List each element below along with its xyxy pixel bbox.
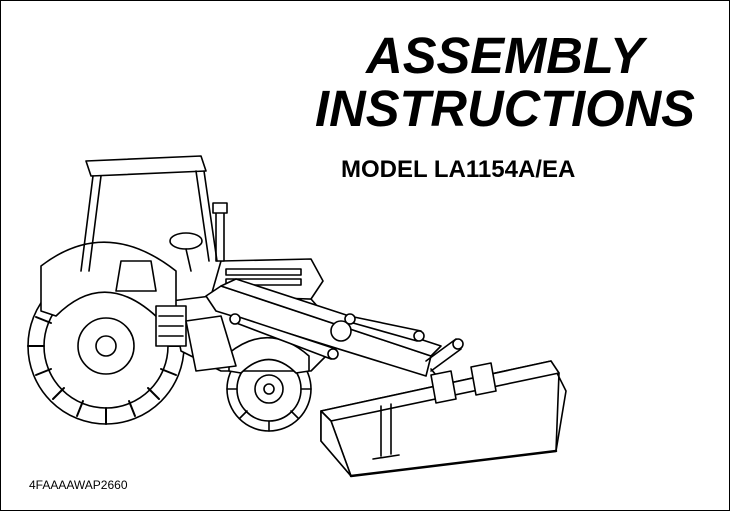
document-code: 4FAAAAWAP2660 [29,478,128,492]
title-line-1: ASSEMBLY [301,29,709,82]
tractor-illustration [11,121,571,481]
title-block: ASSEMBLY INSTRUCTIONS [301,29,709,135]
